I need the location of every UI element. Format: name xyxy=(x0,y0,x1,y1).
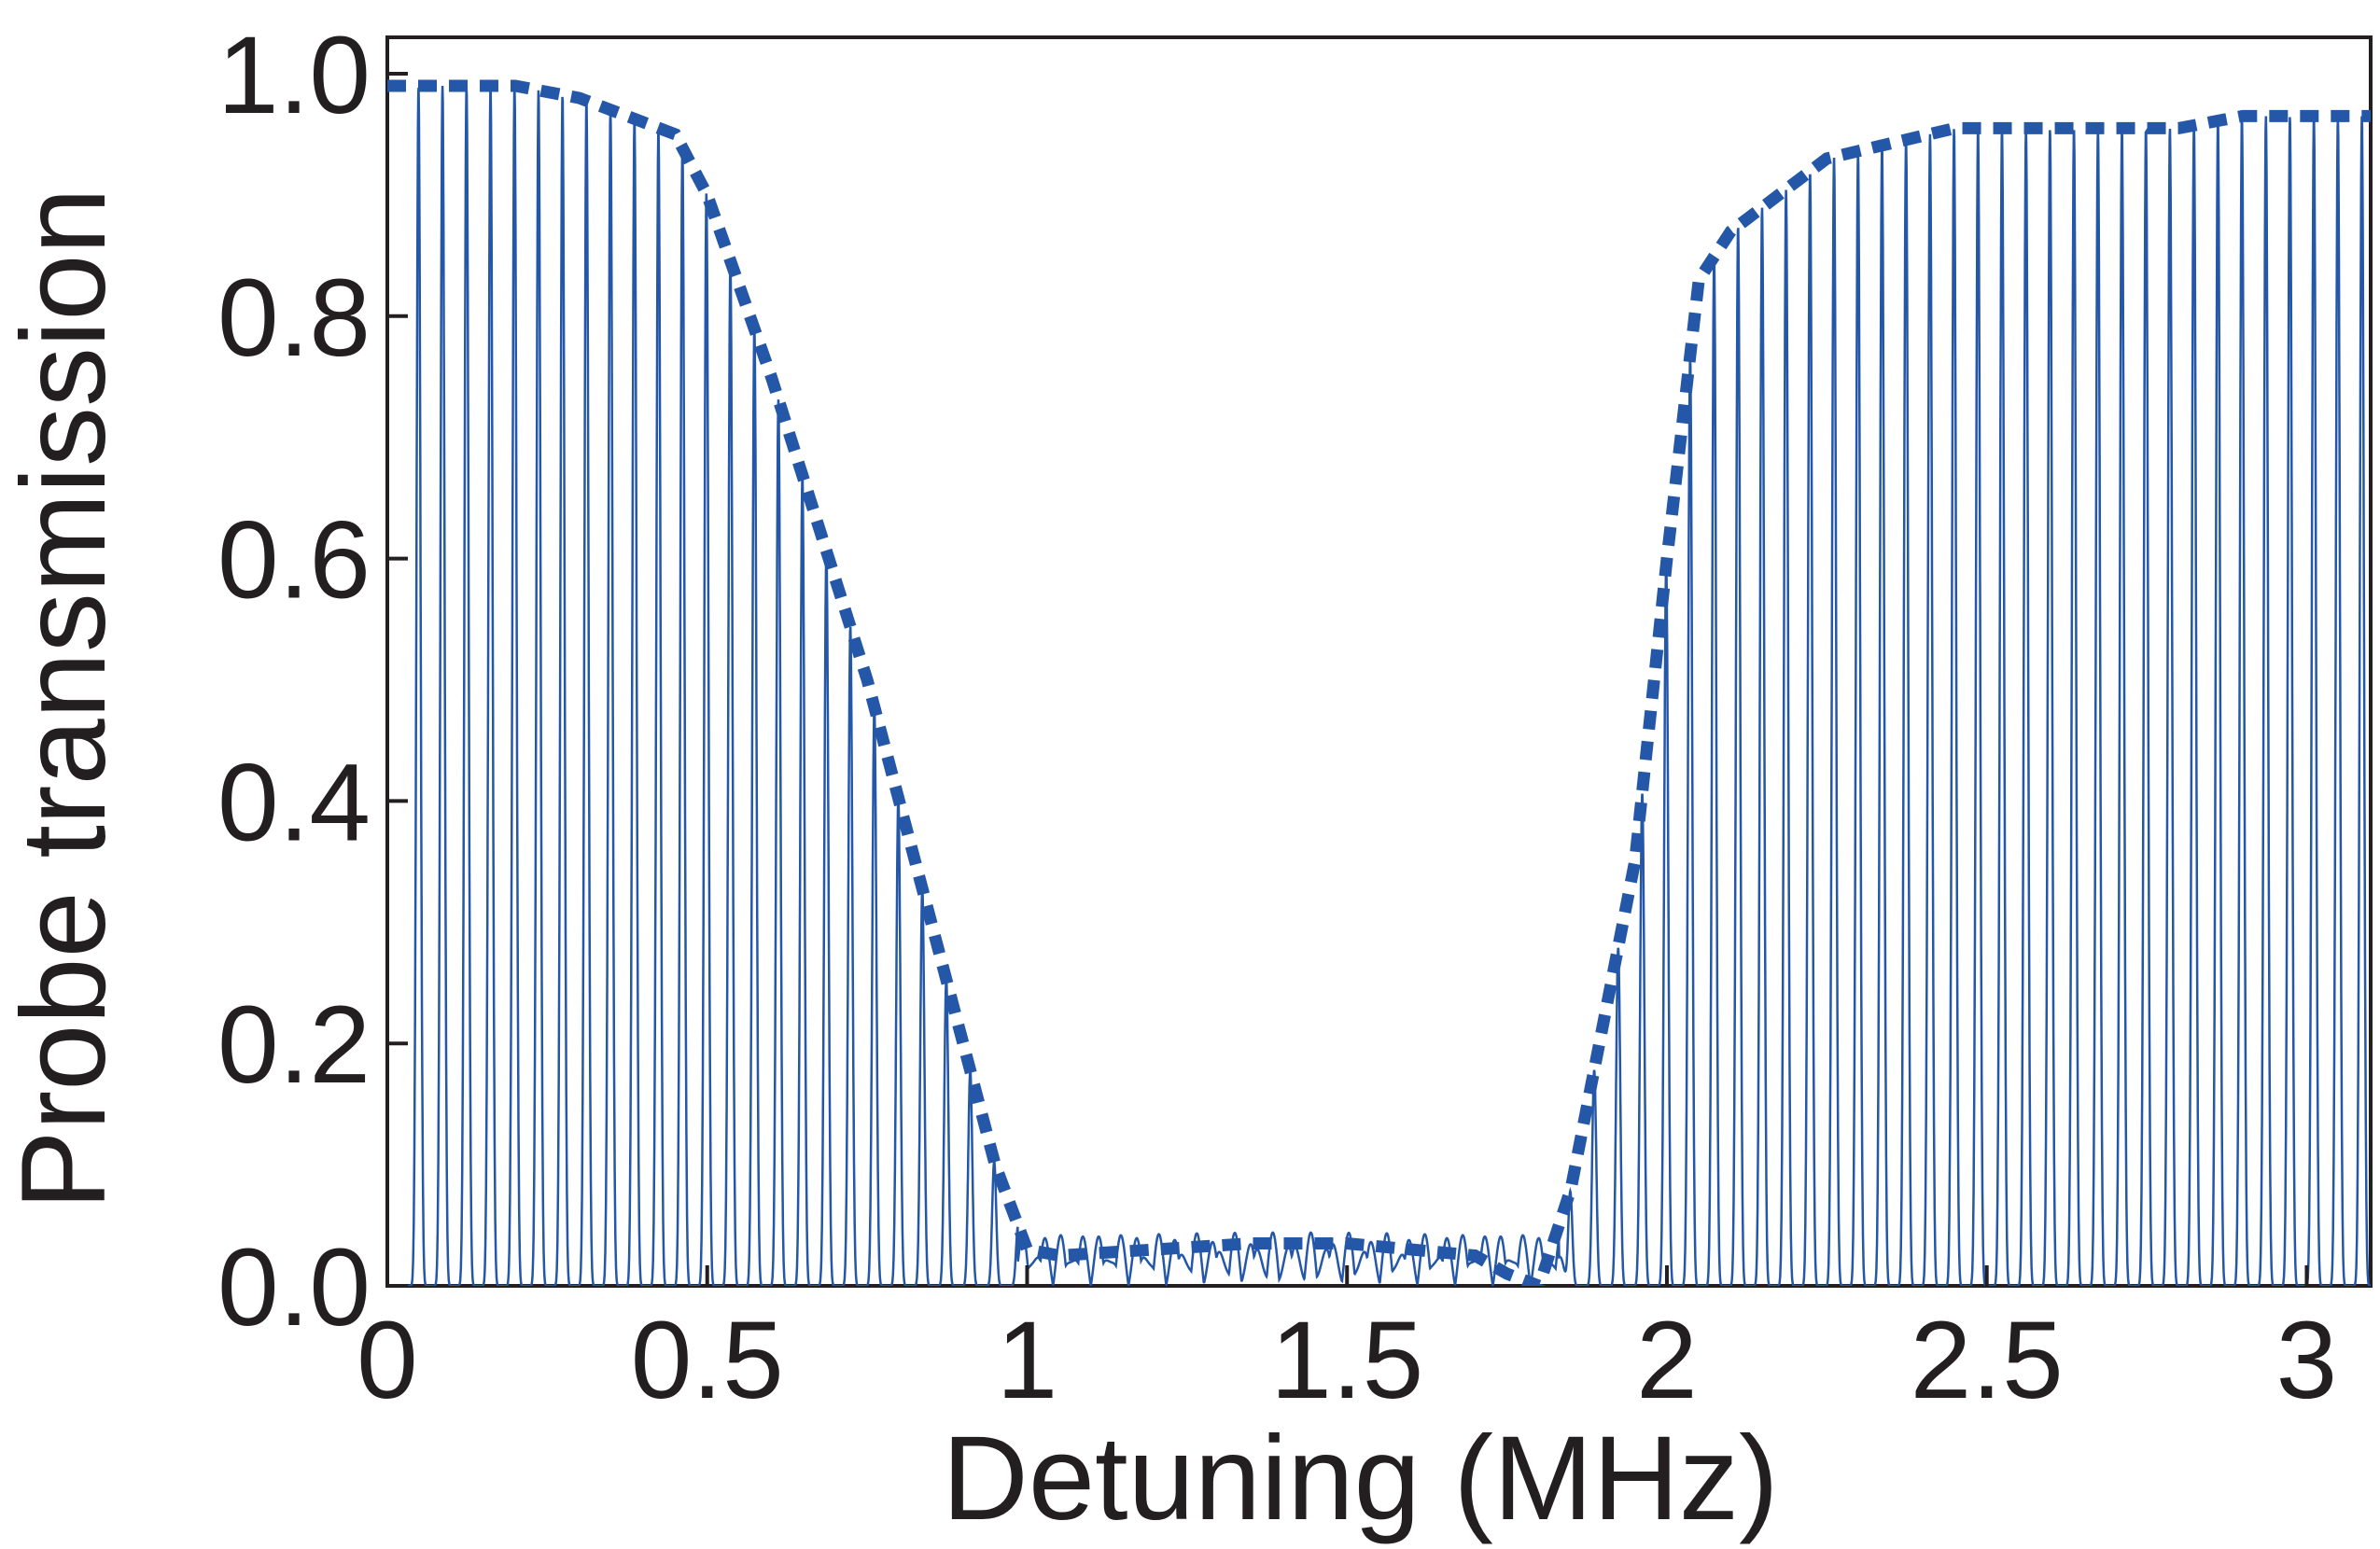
x-tick-label: 3 xyxy=(2276,1299,2338,1422)
envelope-line xyxy=(387,79,2371,1286)
y-tick-label: 1.0 xyxy=(217,14,371,137)
y-tick-label: 0.4 xyxy=(217,741,371,864)
x-tick-label: 0.5 xyxy=(631,1299,784,1422)
series-envelope xyxy=(387,79,2371,1286)
x-tick-label: 2 xyxy=(1636,1299,1698,1422)
y-axis: 0.0 0.2 0.4 0.6 0.8 1.0 xyxy=(217,14,408,1349)
x-tick-label: 1.5 xyxy=(1270,1299,1423,1422)
oscillation-line xyxy=(406,85,2371,1286)
x-tick-label: 0 xyxy=(357,1299,418,1422)
y-tick-label: 0.6 xyxy=(217,499,371,622)
x-axis: 0 0.5 1 1.5 2 2.5 3 xyxy=(357,1265,2337,1422)
y-tick-label: 0.0 xyxy=(217,1226,371,1349)
plot-frame xyxy=(385,35,2373,1288)
x-tick-label: 2.5 xyxy=(1911,1299,2064,1422)
y-tick-label: 0.2 xyxy=(217,984,371,1107)
x-axis-title: Detuning (MHz) xyxy=(942,1412,1778,1545)
y-axis-title: Probe transmission xyxy=(0,188,131,1210)
x-tick-label: 1 xyxy=(997,1299,1058,1422)
y-tick-label: 0.8 xyxy=(217,257,371,380)
series-oscillation xyxy=(406,85,2371,1286)
